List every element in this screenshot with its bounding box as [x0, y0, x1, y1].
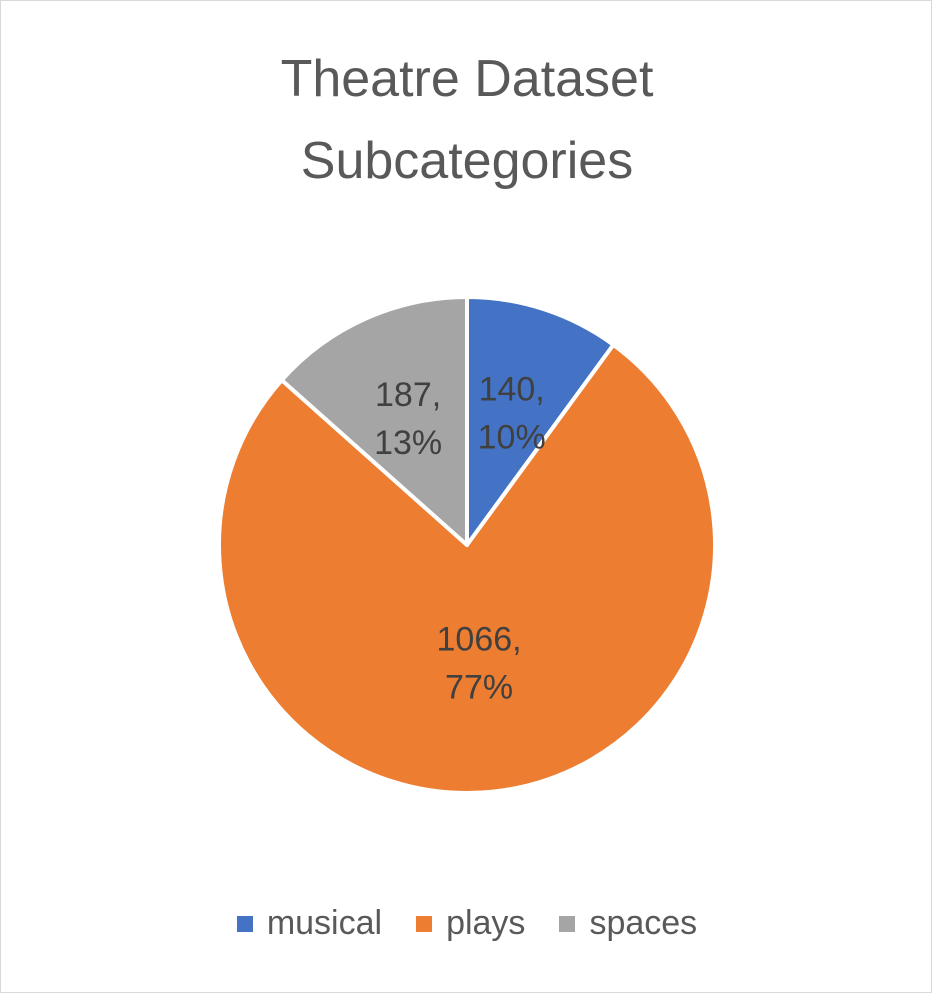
legend: musical plays spaces	[1, 904, 932, 943]
pie-slice-spaces	[279, 295, 469, 547]
legend-item-musical: musical	[236, 904, 383, 943]
legend-swatch-spaces	[559, 915, 576, 932]
pie-slice-plays	[217, 342, 717, 795]
chart-title-line-1: Theatre Dataset	[280, 50, 654, 108]
legend-item-spaces: spaces	[559, 904, 697, 943]
legend-swatch-plays	[416, 915, 433, 932]
data-label-spaces: 187, 13%	[374, 376, 442, 462]
data-label-musical: 140, 10%	[478, 370, 546, 456]
data-label-plays: 1066, 77%	[437, 620, 522, 706]
legend-item-plays: plays	[416, 904, 525, 943]
legend-label-plays: plays	[446, 904, 526, 942]
legend-label-spaces: spaces	[589, 904, 698, 942]
legend-swatch-musical	[236, 915, 253, 932]
pie-slice-musical	[465, 295, 616, 547]
chart-title-line-2: Subcategories	[300, 132, 634, 190]
legend-label-musical: musical	[266, 904, 383, 942]
